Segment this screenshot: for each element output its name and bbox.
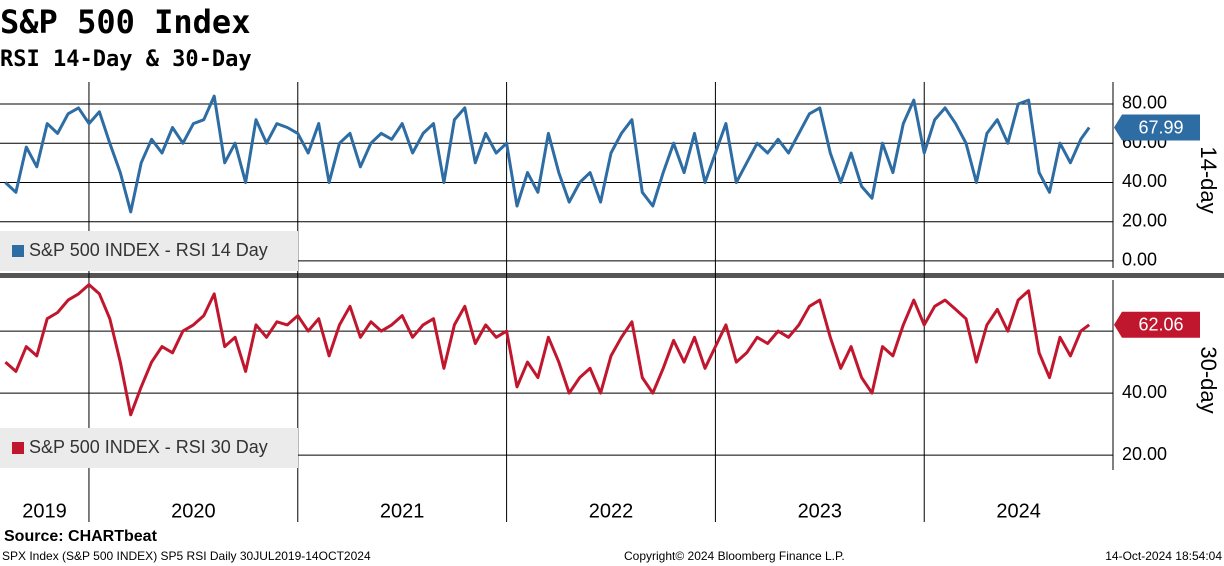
x-tick-label: 2019 <box>22 500 67 522</box>
legend-box <box>0 231 298 271</box>
footer-timestamp: 14-Oct-2024 18:54:04 <box>1105 549 1222 563</box>
last-value-label: 67.99 <box>1138 117 1183 137</box>
chart-subtitle: RSI 14-Day & 30-Day <box>0 47 252 72</box>
x-tick-label: 2022 <box>589 500 634 522</box>
last-value-flag <box>1114 114 1200 141</box>
legend-swatch <box>12 442 24 454</box>
y-axis-label: 14-day <box>1196 146 1221 213</box>
panel-divider <box>0 273 1224 278</box>
x-tick-label: 2021 <box>380 500 425 522</box>
legend-label: S&P 500 INDEX - RSI 30 Day <box>29 437 268 457</box>
chart-title: S&P 500 Index <box>0 3 250 41</box>
legend-label: S&P 500 INDEX - RSI 14 Day <box>29 240 268 260</box>
footer-info: SPX Index (S&P 500 INDEX) SP5 RSI Daily … <box>2 549 371 563</box>
footer-copyright: Copyright© 2024 Bloomberg Finance L.P. <box>624 549 845 563</box>
y-tick-label: 0.00 <box>1122 250 1157 270</box>
x-tick-label: 2023 <box>798 500 843 522</box>
source-note: Source: CHARTbeat <box>4 528 158 545</box>
rsi-line <box>4 94 1091 214</box>
y-axis-label: 30-day <box>1196 346 1221 413</box>
y-tick-label: 40.00 <box>1122 382 1167 402</box>
legend-box <box>0 428 298 468</box>
y-tick-label: 80.00 <box>1122 93 1167 113</box>
y-tick-label: 40.00 <box>1122 171 1167 191</box>
last-value-flag <box>1114 311 1200 338</box>
last-value-label: 62.06 <box>1138 315 1183 335</box>
legend-swatch <box>12 245 24 257</box>
y-tick-label: 20.00 <box>1122 444 1167 464</box>
y-tick-label: 20.00 <box>1122 210 1167 230</box>
x-tick-label: 2024 <box>996 500 1041 522</box>
x-tick-label: 2020 <box>171 500 216 522</box>
rsi-line <box>4 283 1091 417</box>
